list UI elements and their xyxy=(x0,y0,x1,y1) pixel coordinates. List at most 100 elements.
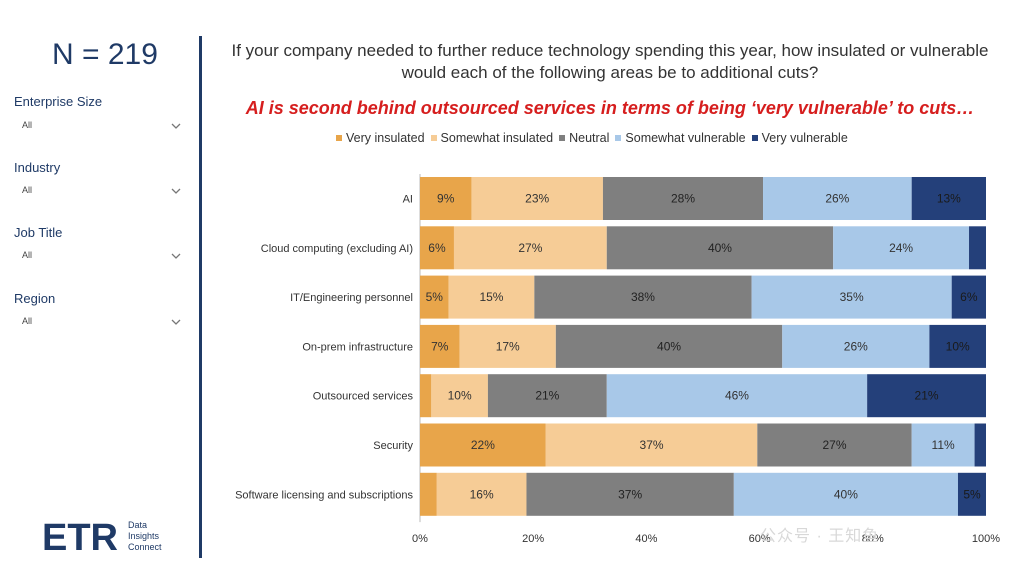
category-label: Outsourced services xyxy=(313,391,414,403)
legend-label: Very insulated xyxy=(346,131,425,145)
chevron-down-icon xyxy=(171,253,181,259)
region-dropdown[interactable]: All xyxy=(14,314,186,332)
bar-segment xyxy=(420,226,454,270)
data-label: 26% xyxy=(825,192,849,206)
bar-segment xyxy=(459,324,556,368)
logo-subtitle: Data Insights Connect xyxy=(128,520,162,553)
legend-label: Very vulnerable xyxy=(761,131,848,145)
legend-swatch xyxy=(559,135,566,141)
data-label: 24% xyxy=(889,241,913,255)
bar-segment xyxy=(606,374,868,418)
enterprise-size-dropdown[interactable]: All xyxy=(14,118,186,136)
bar-segment xyxy=(453,226,607,270)
legend-item-4: Very vulnerable xyxy=(751,131,848,145)
legend-swatch xyxy=(751,135,758,141)
etr-logo-mark: ETR xyxy=(42,517,118,559)
bar-segment xyxy=(957,472,986,516)
category-label: Cloud computing (excluding AI) xyxy=(261,243,413,255)
x-tick-label: 100% xyxy=(972,533,1000,545)
bar-segment xyxy=(420,177,472,220)
bar-segment xyxy=(763,177,912,220)
data-label: 6% xyxy=(960,290,978,304)
chevron-down-icon xyxy=(171,123,181,129)
legend-item-0: Very insulated xyxy=(336,131,425,145)
data-label: 40% xyxy=(657,339,681,353)
legend-swatch xyxy=(615,135,622,141)
bar-segment xyxy=(782,324,930,368)
category-label: Security xyxy=(373,440,413,452)
bar-segment xyxy=(733,472,958,516)
data-label: 46% xyxy=(725,389,749,403)
category-label: On-prem infrastructure xyxy=(302,341,413,353)
data-label: 16% xyxy=(470,487,494,501)
bar-segment xyxy=(602,177,764,220)
filter-label-job-title: Job Title xyxy=(14,225,63,240)
legend-swatch xyxy=(336,135,342,141)
bar-segment xyxy=(951,275,986,319)
bar-segment xyxy=(555,324,783,368)
x-tick-label: 80% xyxy=(862,533,884,545)
data-label: 21% xyxy=(535,389,559,403)
x-tick-label: 60% xyxy=(749,533,771,545)
industry-value: All xyxy=(22,185,33,195)
category-label: IT/Engineering personnel xyxy=(290,292,413,304)
category-label: AI xyxy=(403,194,413,206)
legend-item-3: Somewhat vulnerable xyxy=(615,131,746,145)
x-tick-label: 40% xyxy=(635,533,657,545)
logo-line-1: Data xyxy=(128,520,148,530)
data-label: 28% xyxy=(671,192,695,206)
industry-dropdown[interactable]: All xyxy=(14,183,186,201)
data-label: 38% xyxy=(631,290,655,304)
data-label: 35% xyxy=(840,290,864,304)
filter-label-industry: Industry xyxy=(14,160,61,175)
logo-line-3: Connect xyxy=(128,542,162,552)
logo-line-2: Insights xyxy=(128,531,160,541)
vertical-divider xyxy=(199,36,202,558)
bar-segment xyxy=(969,226,986,270)
data-label: 5% xyxy=(426,290,444,304)
bar-segment xyxy=(420,374,432,418)
data-label: 10% xyxy=(946,339,970,353)
bar-segment xyxy=(431,374,488,418)
bar-segment xyxy=(420,324,460,368)
bar-segment xyxy=(487,374,607,418)
sidebar: N = 219 Enterprise Size All Industry All… xyxy=(0,0,200,576)
bar-segment xyxy=(420,472,437,516)
data-label: 27% xyxy=(518,241,542,255)
data-label: 22% xyxy=(471,438,495,452)
job-title-dropdown[interactable]: All xyxy=(14,248,186,266)
data-label: 37% xyxy=(640,438,664,452)
data-label: 17% xyxy=(496,339,520,353)
bar-segment xyxy=(545,423,758,467)
data-label: 15% xyxy=(479,290,503,304)
filter-label-enterprise-size: Enterprise Size xyxy=(14,94,103,109)
chart-subtitle: AI is second behind outsourced services … xyxy=(245,98,975,118)
data-label: 6% xyxy=(428,241,446,255)
enterprise-size-value: All xyxy=(22,120,33,130)
data-label: 23% xyxy=(525,192,549,206)
data-label: 27% xyxy=(822,438,846,452)
data-label: 11% xyxy=(932,438,955,452)
bar-segment xyxy=(534,275,752,319)
filter-label-region: Region xyxy=(14,291,56,306)
data-label: 37% xyxy=(618,487,642,501)
legend-label: Somewhat vulnerable xyxy=(625,131,746,145)
bar-segment xyxy=(911,423,975,467)
bar-segment xyxy=(526,472,734,516)
data-label: 7% xyxy=(431,339,449,353)
legend-swatch xyxy=(430,135,437,141)
logo-text: ETR xyxy=(42,518,118,554)
bar-segment xyxy=(751,275,952,319)
chart-legend: Very insulated Somewhat insulated Neutral S… xyxy=(336,131,854,145)
data-label: 26% xyxy=(844,339,868,353)
bar-segment xyxy=(448,275,535,319)
legend-item-1: Somewhat insulated xyxy=(430,131,553,145)
bar-segment xyxy=(867,374,986,418)
legend-label: Neutral xyxy=(569,131,610,145)
bar-segment xyxy=(420,423,546,467)
sample-size: N = 219 xyxy=(52,38,158,71)
x-tick-label: 20% xyxy=(522,533,544,545)
data-label: 10% xyxy=(448,389,472,403)
bar-segment xyxy=(436,472,527,516)
